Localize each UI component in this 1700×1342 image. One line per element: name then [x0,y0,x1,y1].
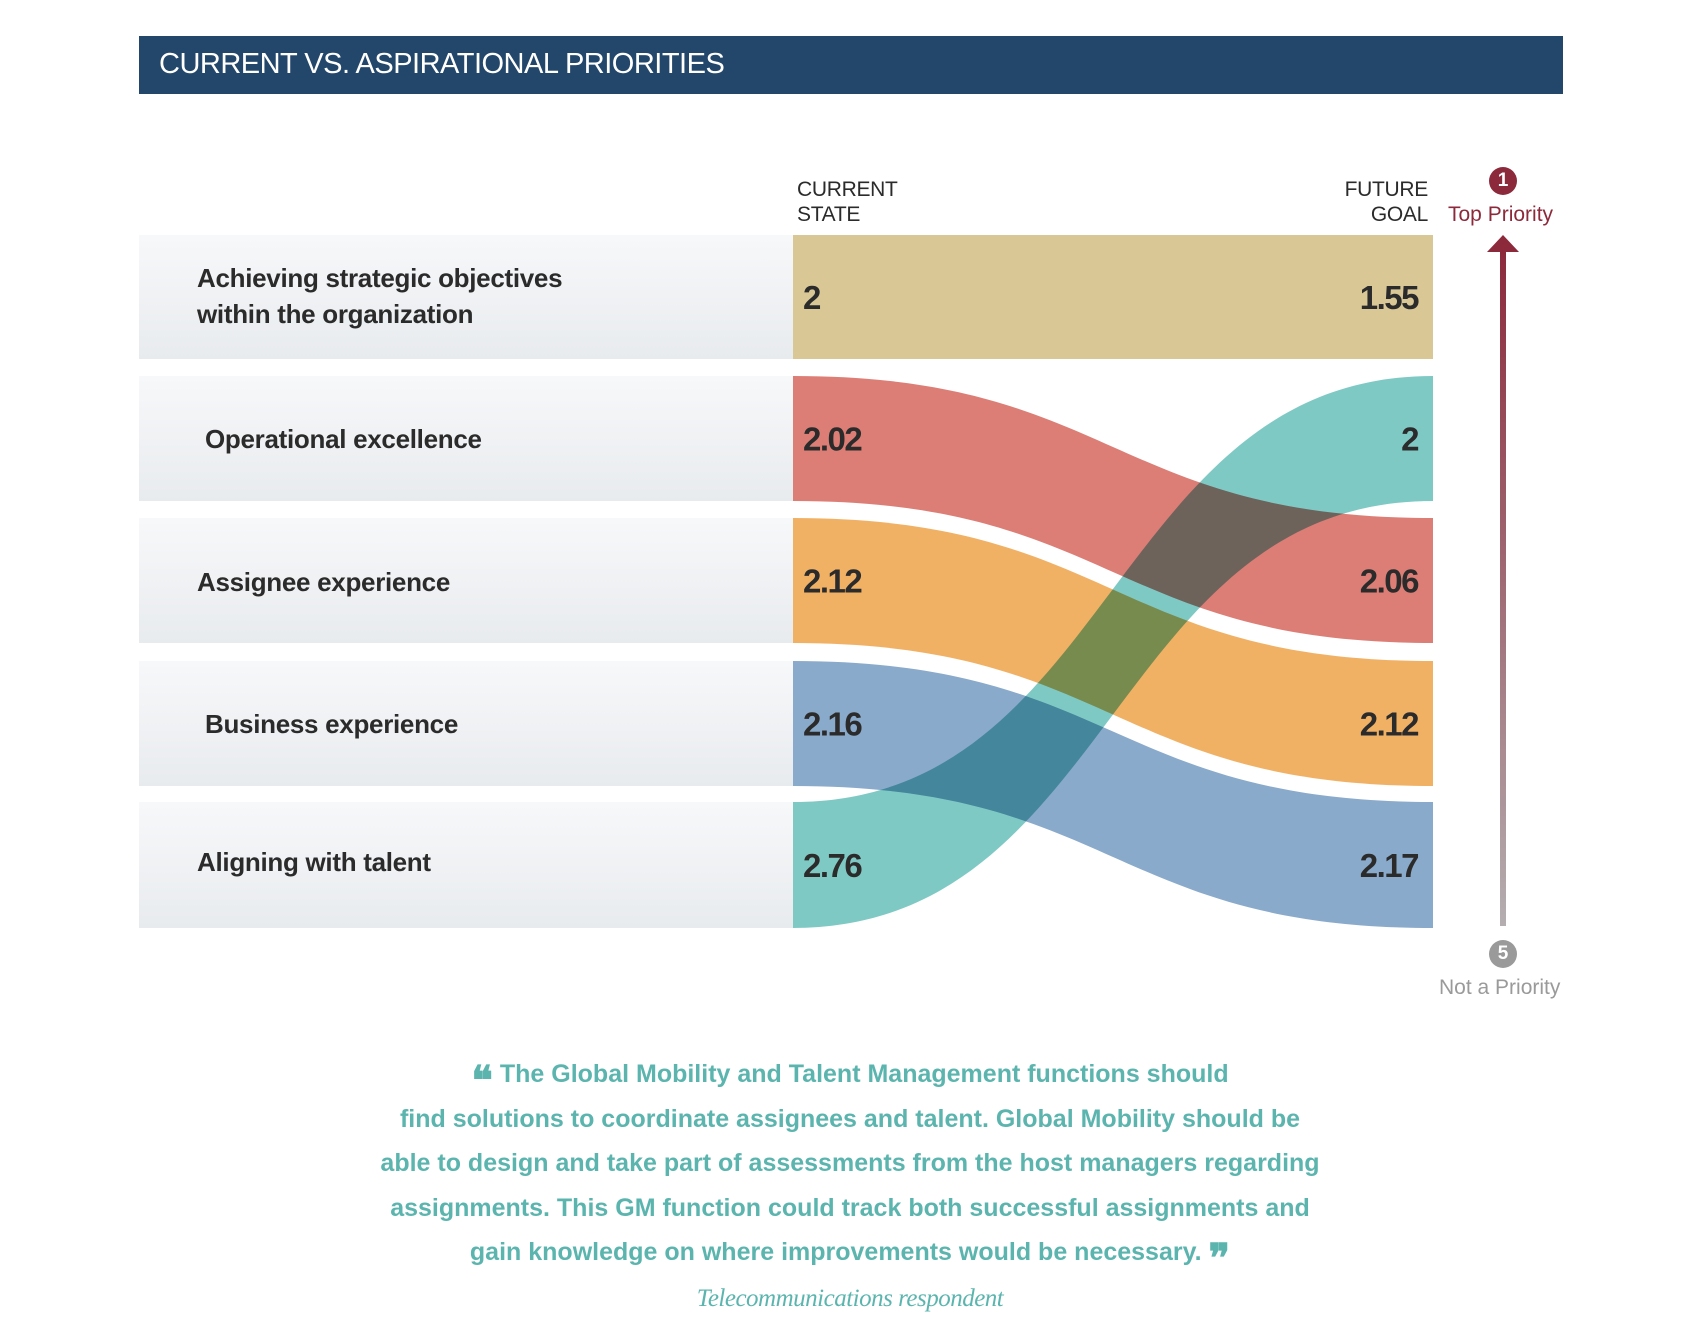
bands-layer [793,235,1433,928]
future-value-label: 1.55 [1360,279,1419,316]
value-labels-layer: 2 1.55 2.02 2.06 2.12 2.12 2.16 2.17 2.76 2 [803,279,1421,884]
quote-text: The Global Mobility and Talent Managemen… [499,1060,1229,1088]
row-label-line: within the organization [197,299,474,329]
quote-attribution: Telecommunications respondent [696,1285,1004,1312]
future-header-line2: GOAL [1370,203,1428,226]
chart-title: CURRENT VS. ASPIRATIONAL PRIORITIES [159,48,725,80]
row-label-panel: Assignee experience [139,518,793,643]
priority-arrow-shaft [1500,252,1506,926]
current-header-line1: CURRENT [797,178,898,201]
title-bar: CURRENT VS. ASPIRATIONAL PRIORITIES [139,36,1563,94]
current-value-label: 2.16 [803,706,862,743]
band-business-experience [793,661,1433,928]
close-quote-icon: ❞ [1208,1236,1231,1281]
row-label-panel: Aligning with talent [139,802,793,928]
quote-line: ❝ The Global Mobility and Talent Managem… [300,1052,1400,1101]
row-label: Aligning with talent [197,847,431,877]
row-label: Assignee experience [197,567,450,597]
current-value-label: 2 [803,279,821,316]
quote-text: gain knowledge on where improvements wou… [469,1238,1202,1266]
future-value-label: 2.17 [1360,847,1418,884]
band-achieving-strategic-objectives-within-the-organization [793,235,1433,359]
current-value-label: 2.12 [803,563,862,600]
row-label-line: Achieving strategic objectives [197,263,563,293]
row-label: Operational excellence [205,424,482,454]
row-label-panel: Operational excellence [139,376,793,501]
not-priority-label: Not a Priority [1439,976,1561,999]
quote-line: gain knowledge on where improvements wou… [300,1230,1400,1279]
band-aligning-with-talent [793,376,1433,928]
future-value-label: 2 [1401,421,1419,458]
arrow-up-icon [1487,235,1519,252]
top-priority-badge: 1 [1489,167,1517,195]
future-value-label: 2.12 [1360,706,1419,743]
row-label: Business experience [205,709,458,739]
testimonial-quote: ❝ The Global Mobility and Talent Managem… [300,1052,1400,1279]
top-priority-label: Top Priority [1448,203,1554,226]
quote-line: able to design and take part of assessme… [380,1149,1320,1177]
quote-line: assignments. This GM function could trac… [390,1193,1310,1222]
future-header-line1: FUTURE [1344,178,1429,201]
current-header-line2: STATE [797,203,861,226]
band-operational-excellence [793,376,1433,643]
open-quote-icon: ❝ [471,1058,493,1103]
current-value-label: 2.76 [803,847,862,884]
row-label: Achieving strategic objectives within th… [197,260,563,332]
current-state-header: CURRENT STATE [797,177,898,227]
future-value-label: 2.06 [1360,563,1419,600]
future-goal-header: FUTURE GOAL [1300,177,1429,227]
current-value-label: 2.02 [803,421,862,458]
row-label-panel: Achieving strategic objectives within th… [139,235,793,359]
not-priority-badge: 5 [1489,940,1517,968]
quote-line: find solutions to coordinate assignees a… [399,1104,1301,1133]
row-label-panel: Business experience [139,661,793,786]
priority-scale [1487,235,1519,926]
